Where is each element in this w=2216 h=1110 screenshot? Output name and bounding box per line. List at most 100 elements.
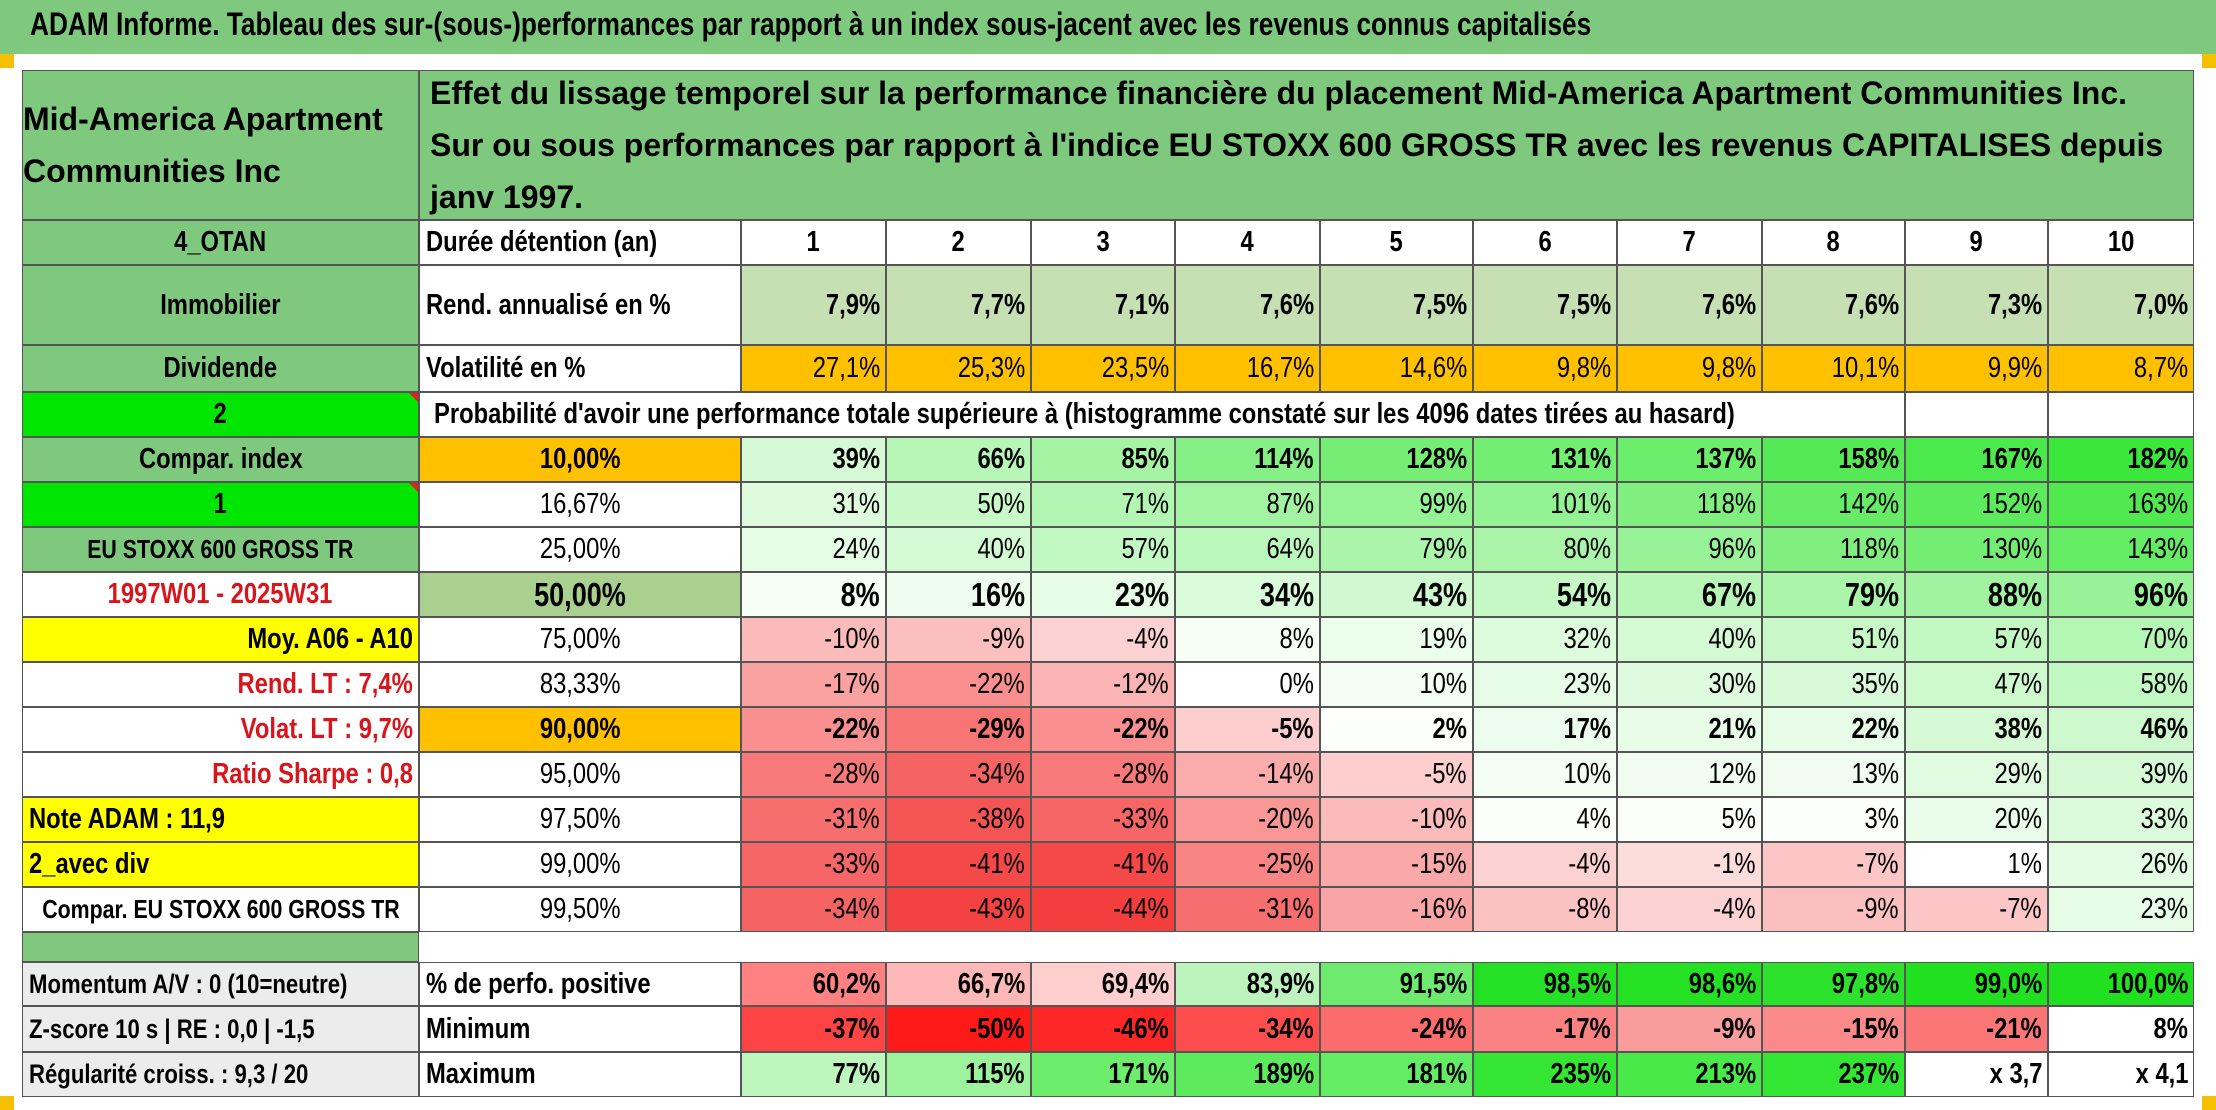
volatility-cell-text: 27,1% — [812, 352, 880, 384]
percentile-label: 75,00% — [419, 617, 741, 662]
performance-cell: -20% — [1175, 797, 1320, 842]
volatility-cell-text: 16,7% — [1246, 352, 1314, 384]
selector-cell-1[interactable]: 1 — [22, 482, 419, 527]
performance-cell: 34% — [1175, 572, 1320, 617]
selector-cell-2[interactable]: 2 — [22, 392, 419, 437]
performance-cell-text: -25% — [1258, 848, 1314, 880]
year-header-text: 5 — [1389, 226, 1404, 258]
performance-cell: 79% — [1320, 527, 1473, 572]
performance-cell-text: 47% — [1994, 668, 2042, 700]
performance-cell-text: -17% — [824, 668, 880, 700]
performance-cell: 10% — [1320, 662, 1473, 707]
annual-return-cell: 7,6% — [1175, 265, 1320, 345]
performance-cell-text: -5% — [1424, 758, 1467, 790]
percentile-label-text: 10,00% — [539, 443, 621, 475]
performance-cell: 20% — [1905, 797, 2048, 842]
performance-cell: 96% — [1617, 527, 1762, 572]
percentile-label-text: 50,00% — [534, 575, 626, 613]
performance-cell: -5% — [1320, 752, 1473, 797]
year-header-text: 2 — [951, 226, 966, 258]
year-header-text: 1 — [806, 226, 821, 258]
percentile-label-text: 99,50% — [539, 893, 621, 925]
performance-cell: -7% — [1762, 842, 1905, 887]
performance-cell: -12% — [1031, 662, 1175, 707]
performance-cell: -38% — [886, 797, 1031, 842]
year-header-text: 8 — [1826, 226, 1841, 258]
performance-cell-text: -44% — [1113, 893, 1169, 925]
year-header-text: 4 — [1240, 226, 1255, 258]
volatility-cell: 9,8% — [1617, 345, 1762, 392]
period-label: 1997W01 - 2025W31 — [22, 572, 419, 617]
volatility-cell-text: 8,7% — [2133, 352, 2188, 384]
performance-cell-text: -7% — [1999, 893, 2042, 925]
performance-cell-text: 2% — [1432, 713, 1467, 745]
percentile-label: 90,00% — [419, 707, 741, 752]
comparison-index-label-text: Compar. EU STOXX 600 GROSS TR — [41, 894, 400, 924]
minimum-cell-text: -9% — [1713, 1012, 1756, 1045]
annual-return-cell-text: 7,7% — [970, 288, 1025, 321]
year-header: 10 — [2048, 220, 2194, 265]
performance-cell: -1% — [1617, 842, 1762, 887]
performance-cell: 130% — [1905, 527, 2048, 572]
compar-index-label-text: Compar. index — [138, 443, 303, 475]
performance-cell: 21% — [1617, 707, 1762, 752]
performance-cell-text: 23% — [2140, 893, 2188, 925]
holding-duration-label: Durée détention (an) — [419, 220, 741, 265]
percentile-label-text: 90,00% — [539, 713, 621, 745]
performance-cell: 4% — [1473, 797, 1617, 842]
performance-cell: 19% — [1320, 617, 1473, 662]
maximum-cell-text: 213% — [1695, 1058, 1756, 1090]
volatility-cell-text: 9,9% — [1987, 352, 2042, 384]
performance-cell-text: 34% — [1259, 575, 1314, 613]
sharpe-ratio: Ratio Sharpe : 0,8 — [22, 752, 419, 797]
percentile-label: 99,50% — [419, 887, 741, 932]
positive-rate-cell: 98,6% — [1617, 962, 1762, 1006]
annual-return-cell: 7,5% — [1320, 265, 1473, 345]
percentile-label: 83,33% — [419, 662, 741, 707]
volatility-cell-text: 10,1% — [1831, 352, 1899, 384]
performance-cell-text: 3% — [1864, 803, 1899, 835]
sector-label: Immobilier — [22, 265, 419, 345]
performance-cell-text: 39% — [2140, 758, 2188, 790]
performance-cell-text: -9% — [982, 623, 1025, 655]
volatility-cell: 14,6% — [1320, 345, 1473, 392]
year-header: 2 — [886, 220, 1031, 265]
performance-cell: 16% — [886, 572, 1031, 617]
performance-cell-text: 4% — [1576, 803, 1611, 835]
performance-cell: 39% — [741, 437, 886, 482]
performance-cell-text: -10% — [824, 623, 880, 655]
variant-label: 2_avec div — [22, 842, 419, 887]
performance-cell: -17% — [741, 662, 886, 707]
performance-cell-text: 29% — [1994, 758, 2042, 790]
minimum-cell-text: -50% — [969, 1012, 1025, 1045]
performance-cell: 101% — [1473, 482, 1617, 527]
performance-cell-text: -31% — [1258, 893, 1314, 925]
positive-rate-cell: 91,5% — [1320, 962, 1473, 1006]
performance-cell-text: 101% — [1550, 488, 1611, 520]
annual-return-cell-text: 7,3% — [1987, 288, 2042, 321]
performance-cell-text: -7% — [1856, 848, 1899, 880]
performance-cell: 131% — [1473, 437, 1617, 482]
performance-cell: 23% — [2048, 887, 2194, 932]
performance-cell-text: 88% — [1987, 575, 2042, 613]
performance-cell: 51% — [1762, 617, 1905, 662]
performance-cell-text: 20% — [1994, 803, 2042, 835]
performance-cell: 57% — [1031, 527, 1175, 572]
maximum-cell-text: x 3,7 — [1989, 1058, 2042, 1090]
performance-cell: -31% — [1175, 887, 1320, 932]
performance-cell-text: 5% — [1721, 803, 1756, 835]
adam-score: Note ADAM : 11,9 — [22, 797, 419, 842]
minimum-cell-text: -17% — [1555, 1012, 1611, 1045]
performance-cell-text: -22% — [824, 713, 880, 745]
performance-cell: 1% — [1905, 842, 2048, 887]
performance-cell-text: 54% — [1556, 575, 1611, 613]
performance-cell-text: 85% — [1121, 443, 1169, 475]
performance-cell: -10% — [741, 617, 886, 662]
performance-cell-text: -29% — [969, 713, 1025, 745]
performance-cell-text: 39% — [832, 443, 880, 475]
performance-cell-text: -9% — [1856, 893, 1899, 925]
year-header-text: 3 — [1096, 226, 1110, 258]
performance-cell: 70% — [2048, 617, 2194, 662]
performance-cell: -16% — [1320, 887, 1473, 932]
annual-return-cell: 7,6% — [1617, 265, 1762, 345]
